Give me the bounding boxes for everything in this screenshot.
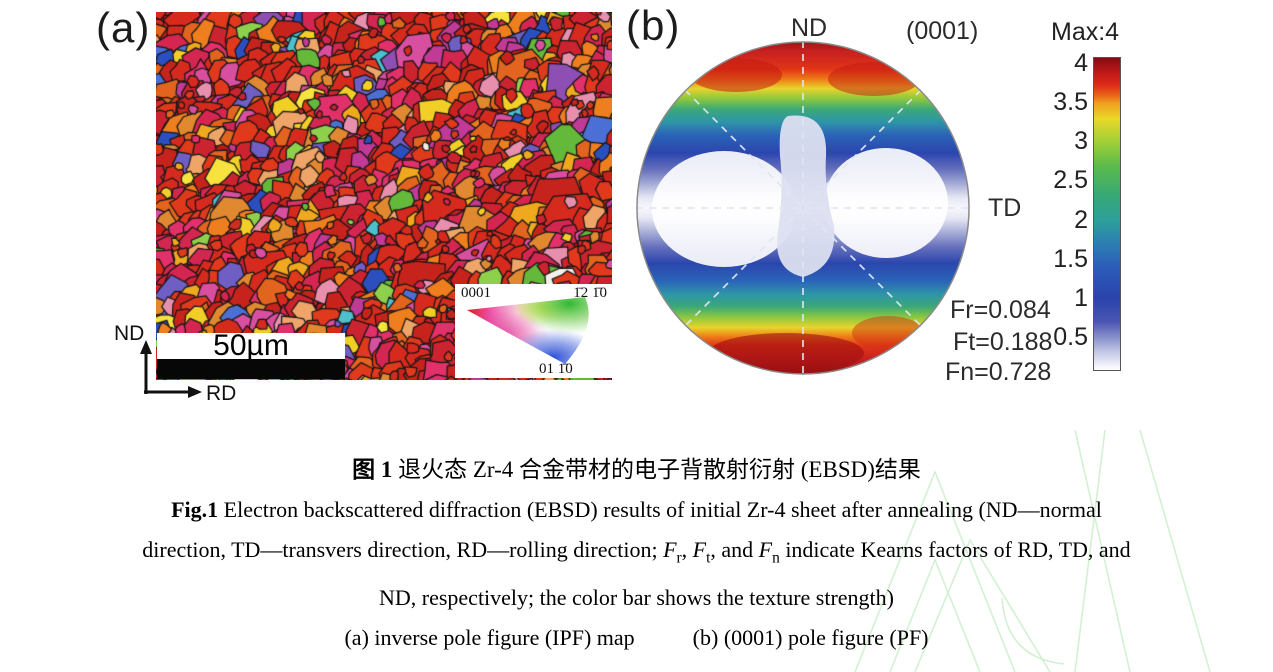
caption-sub-b: (b) (0001) pole figure (PF) xyxy=(692,625,929,651)
figure-caption: 图 1 退火态 Zr-4 合金带材的电子背散射衍射 (EBSD)结果 Fig.1… xyxy=(0,450,1273,658)
rd-axis-label: RD xyxy=(206,382,236,405)
caption-zh: 图 1 退火态 Zr-4 合金带材的电子背散射衍射 (EBSD)结果 xyxy=(0,450,1273,490)
colorbar-max-label: Max:4 xyxy=(1051,18,1120,46)
pole-circle-outline xyxy=(636,41,970,375)
caption-f-subscript: n xyxy=(772,549,780,567)
caption-en-line1: Fig.1 Electron backscattered diffraction… xyxy=(0,490,1273,530)
panel-b-label: (b) xyxy=(626,2,681,49)
caption-zh-text: 退火态 Zr-4 合金带材的电子背散射衍射 (EBSD)结果 xyxy=(392,457,921,482)
colorbar-tick: 1 xyxy=(1074,284,1088,312)
panel-a-label: (a) xyxy=(96,4,151,51)
caption-en-figno: Fig.1 xyxy=(171,497,219,522)
caption-text-segment: direction, TD—transvers direction, RD—ro… xyxy=(142,537,664,562)
caption-f-symbol: F xyxy=(663,537,677,562)
ipf-key-0001: 0001 xyxy=(461,285,491,301)
colorbar-tick: 0.5 xyxy=(1053,323,1088,351)
caption-zh-figno: 图 1 xyxy=(352,457,393,482)
colorbar-tick: 1.5 xyxy=(1053,245,1088,273)
caption-sub-a: (a) inverse pole figure (IPF) map xyxy=(344,625,635,651)
caption-f-symbol: F xyxy=(692,537,707,562)
colorbar-tick: 2 xyxy=(1074,206,1088,234)
pole-td-label: TD xyxy=(988,194,1022,222)
scale-bar xyxy=(157,359,345,379)
caption-text-segment: , xyxy=(681,537,693,562)
kearns-ft: Ft=0.188 xyxy=(953,328,1053,356)
center-density-blob xyxy=(777,115,835,277)
caption-f-symbol: F xyxy=(758,537,773,562)
colorbar xyxy=(1093,57,1121,371)
nd-arrowhead-icon xyxy=(140,340,152,354)
caption-text-segment: Electron backscattered diffraction (EBSD… xyxy=(218,497,1102,522)
kearns-fr: Fr=0.084 xyxy=(950,296,1051,324)
pole-density-field xyxy=(637,42,969,374)
colorbar-tick: 3 xyxy=(1074,127,1088,155)
pole-figure xyxy=(636,41,970,375)
kearns-fn: Fn=0.728 xyxy=(945,358,1052,386)
pole-plane-label: (0001) xyxy=(906,17,979,45)
caption-en-line3: ND, respectively; the color bar shows th… xyxy=(378,585,894,611)
nd-axis-label: ND xyxy=(114,322,144,345)
dashed-crosshair xyxy=(637,42,969,374)
pole-nd-label: ND xyxy=(791,14,828,42)
scale-bar-label: 50µm xyxy=(213,329,289,362)
ipf-key-0110: 01 1̄0 xyxy=(539,361,573,377)
caption-f-subscript: r xyxy=(676,549,682,567)
caption-f-subscript: t xyxy=(706,549,711,567)
caption-text-segment: , and xyxy=(710,537,759,562)
caption-text-segment: indicate Kearns factors of RD, TD, and xyxy=(779,537,1131,562)
ipf-color-key: 0001 1̄2 1̄0 01 1̄0 xyxy=(455,284,612,378)
ipf-key-1210: 1̄2 1̄0 xyxy=(573,285,607,301)
rd-arrowhead-icon xyxy=(188,386,202,398)
colorbar-tick: 4 xyxy=(1074,49,1088,77)
scale-bar-strip: 50µm xyxy=(157,329,345,362)
colorbar-tick: 2.5 xyxy=(1053,166,1088,194)
caption-subfigures: (a) inverse pole figure (IPF) map (b) (00… xyxy=(0,618,1273,658)
caption-en-line2: direction, TD—transvers direction, RD—ro… xyxy=(0,530,1273,578)
colorbar-tick: 3.5 xyxy=(1053,88,1088,116)
nd-rd-axes: ND RD xyxy=(114,322,236,405)
